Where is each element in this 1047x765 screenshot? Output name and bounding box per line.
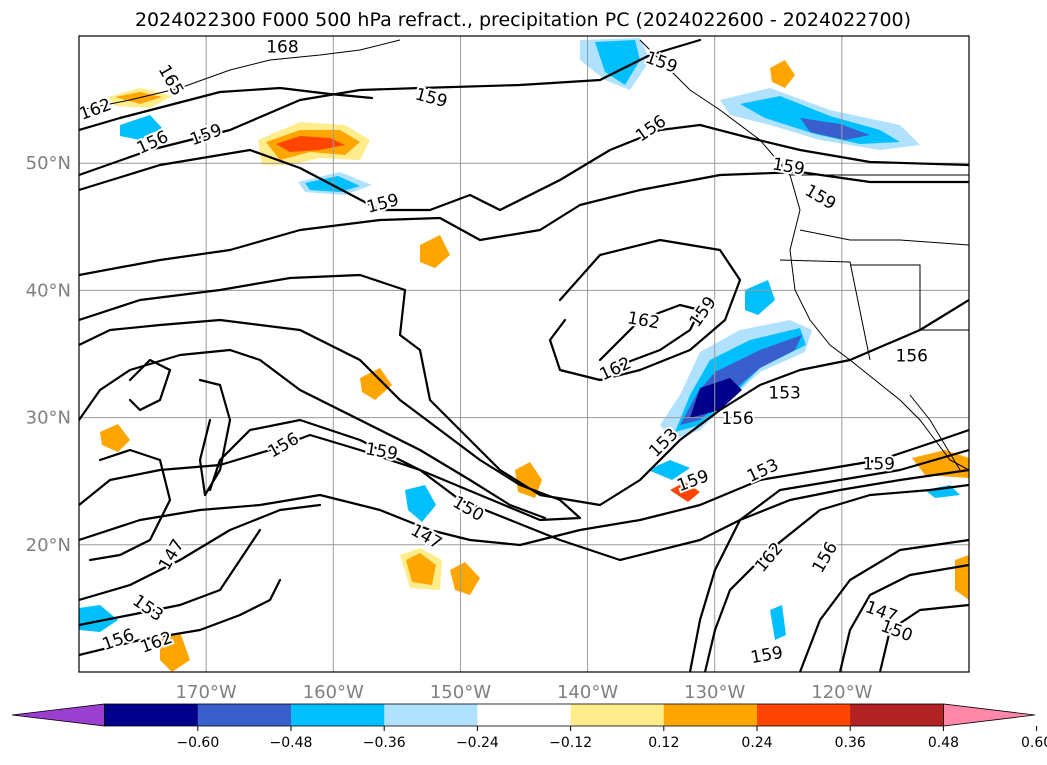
shade-pos (450, 562, 480, 595)
border-line (799, 229, 969, 246)
colorbar-tick-label: −0.36 (363, 735, 406, 751)
colorbar-tick-label: −0.12 (549, 735, 592, 751)
colorbar-swatch (197, 704, 292, 726)
contour-line (79, 273, 969, 507)
lon-tick-label: 120°W (811, 682, 872, 703)
colorbar-swatch (850, 704, 944, 726)
shade-pos (770, 60, 795, 88)
colorbar-tick-label: −0.48 (270, 735, 313, 751)
contour-label: 159 (863, 455, 895, 475)
contour-line (79, 123, 969, 212)
colorbar-tick-label: −0.60 (176, 735, 219, 751)
colorbar-swatch (663, 704, 758, 726)
contour-line (598, 303, 702, 367)
contour-line (79, 578, 282, 657)
coastline (639, 39, 969, 471)
contour-line (79, 170, 969, 277)
colorbar-tick-label: 0.24 (741, 735, 772, 751)
contour-line (198, 378, 232, 497)
latitude-tick-labels: 20°N 30°N 40°N 50°N (26, 153, 71, 556)
border-line (850, 264, 969, 331)
shade-pos (406, 553, 436, 585)
shade-pos (276, 136, 345, 152)
contour-line (88, 448, 172, 562)
contour-line (798, 538, 969, 672)
colorbar-extend-min (11, 703, 105, 727)
coastlines (79, 39, 969, 471)
shade-pos (670, 482, 700, 502)
lat-tick-label: 30°N (26, 408, 71, 429)
lon-tick-label: 160°W (303, 682, 364, 703)
shade-pos (360, 368, 392, 400)
contour-line (79, 528, 262, 627)
shade-neg (120, 115, 162, 140)
precipitation-shading (79, 38, 969, 672)
contour-line (128, 358, 172, 412)
colorbar: −0.60 −0.48 −0.36 −0.24 −0.12 0.12 0.24 0.36 0.4… (11, 703, 1047, 751)
colorbar-swatch (384, 704, 478, 726)
contour-line (79, 38, 702, 177)
colorbar-frame (104, 703, 944, 727)
shade-pos (515, 462, 542, 498)
lat-tick-label: 20°N (26, 535, 71, 556)
contour-line (688, 448, 969, 672)
coastline (79, 39, 401, 111)
colorbar-tick-label: 0.60 (1021, 735, 1047, 751)
border-line (779, 259, 871, 361)
contour-label: 153 (768, 383, 800, 403)
contour-line (79, 318, 582, 522)
colorbar-tick-label: 0.36 (835, 735, 866, 751)
contour-line (838, 563, 969, 672)
colorbar-swatch (570, 704, 665, 726)
shade-neg (595, 40, 640, 85)
chart-title: 2024022300 F000 500 hPa refract., precip… (135, 9, 911, 31)
colorbar-swatch (104, 704, 199, 726)
colorbar-extend-max (943, 703, 1036, 727)
contour-line (79, 348, 547, 520)
colorbar-swatch (757, 704, 851, 726)
contour-label: 156 (896, 347, 928, 367)
colorbar-tick-label: 0.48 (928, 735, 959, 751)
shade-neg (648, 460, 690, 480)
contour-line (548, 238, 742, 382)
lon-tick-label: 150°W (430, 682, 491, 703)
colorbar-tick-label: 0.12 (648, 735, 679, 751)
contour-label: 168 (266, 37, 298, 57)
shade-neg (79, 605, 118, 632)
colorbar-swatch (477, 704, 572, 726)
longitude-tick-labels: 170°W 160°W 150°W 140°W 130°W 120°W (176, 682, 873, 703)
refractivity-contours (79, 38, 969, 672)
lon-tick-label: 140°W (557, 682, 618, 703)
lon-tick-label: 130°W (684, 682, 745, 703)
map-frame (78, 35, 970, 673)
shade-neg (405, 485, 436, 522)
colorbar-tick-label: −0.24 (456, 735, 499, 751)
contour-line (79, 433, 969, 562)
contour-line (703, 483, 969, 672)
contour-line (878, 603, 969, 672)
contour-line (79, 503, 322, 602)
lat-tick-label: 40°N (26, 280, 71, 301)
shade-pos (100, 424, 130, 452)
shade-neg (690, 378, 742, 418)
contour-label: 156 (721, 409, 753, 429)
colorbar-swatch (291, 704, 385, 726)
coastline (909, 394, 961, 471)
lat-tick-label: 50°N (26, 153, 71, 174)
shade-neg (770, 605, 786, 640)
contour-line (79, 428, 969, 547)
shade-neg (800, 118, 870, 140)
lon-tick-label: 170°W (176, 682, 237, 703)
shade-neg (745, 280, 775, 315)
shade-pos (160, 632, 190, 672)
shade-pos (420, 235, 450, 268)
